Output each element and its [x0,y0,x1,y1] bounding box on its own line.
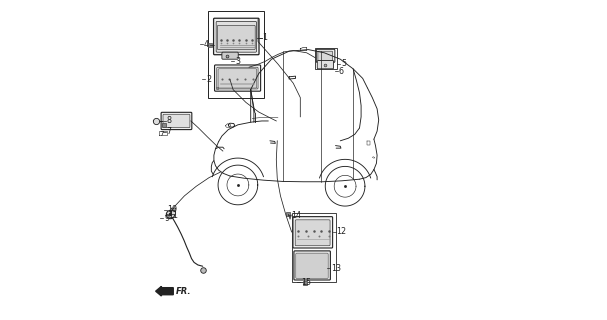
FancyArrow shape [155,286,173,296]
FancyBboxPatch shape [217,67,258,89]
Text: 9: 9 [164,214,169,223]
Text: 1: 1 [263,33,268,42]
FancyBboxPatch shape [218,69,257,88]
FancyBboxPatch shape [216,21,257,52]
Text: 10: 10 [168,205,177,214]
FancyBboxPatch shape [316,49,335,62]
Text: 7: 7 [166,127,172,136]
FancyBboxPatch shape [161,112,192,130]
Text: 4: 4 [204,40,209,49]
Text: 5: 5 [341,60,346,68]
Text: 11: 11 [169,211,178,220]
FancyBboxPatch shape [222,52,238,59]
Text: 12: 12 [336,228,347,236]
Text: 3: 3 [235,57,240,66]
Text: 6: 6 [339,67,344,76]
Text: 15: 15 [301,278,311,287]
FancyBboxPatch shape [317,60,334,69]
Text: 2: 2 [206,75,211,84]
FancyBboxPatch shape [214,18,259,55]
FancyBboxPatch shape [217,25,255,50]
Text: 7: 7 [160,131,164,137]
FancyBboxPatch shape [163,114,190,128]
FancyBboxPatch shape [318,51,333,61]
Text: 13: 13 [331,264,341,273]
FancyBboxPatch shape [214,65,260,91]
FancyBboxPatch shape [296,253,328,278]
Text: FR.: FR. [175,287,191,296]
Text: 8: 8 [166,116,172,125]
FancyBboxPatch shape [295,220,330,246]
FancyBboxPatch shape [293,217,333,248]
FancyBboxPatch shape [294,251,330,280]
Text: 14: 14 [291,211,301,220]
